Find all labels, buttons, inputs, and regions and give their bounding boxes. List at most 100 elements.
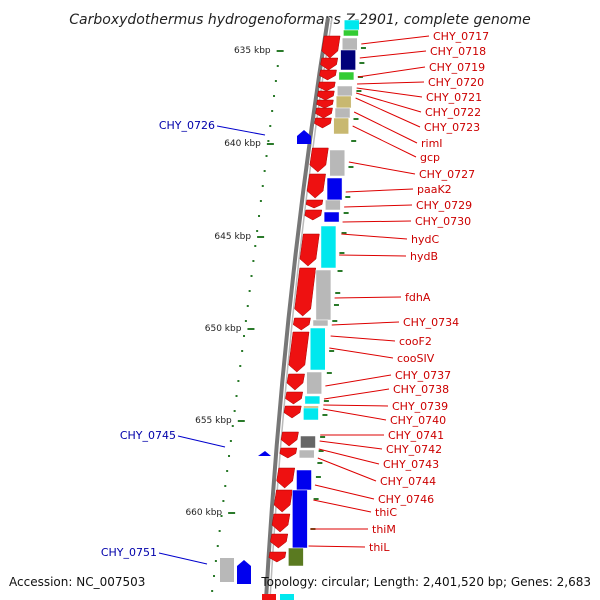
gene-label[interactable]: CHY_0742 xyxy=(386,443,442,456)
cds-arrow[interactable] xyxy=(270,533,289,549)
gene-label[interactable]: CHY_0721 xyxy=(426,91,482,104)
gene-label[interactable]: CHY_0741 xyxy=(388,429,444,442)
gene-label[interactable]: CHY_0720 xyxy=(428,76,484,89)
feature-block[interactable] xyxy=(306,371,322,395)
feature-block[interactable] xyxy=(329,149,346,177)
scale-dot xyxy=(243,335,246,337)
feature-block[interactable] xyxy=(337,85,353,97)
feature-block[interactable] xyxy=(344,19,360,31)
cds-arrow[interactable] xyxy=(292,317,311,331)
feature-block[interactable] xyxy=(333,117,349,135)
gene-label[interactable]: CHY_0729 xyxy=(416,199,472,212)
cds-arrow[interactable] xyxy=(294,267,317,317)
gene-label[interactable]: CHY_0737 xyxy=(395,369,451,382)
feature-block[interactable] xyxy=(309,327,326,371)
cds-arrow[interactable] xyxy=(317,90,335,101)
cds-arrow[interactable] xyxy=(320,57,339,71)
cds-arrow[interactable] xyxy=(299,233,320,267)
gene-label[interactable]: CHY_0727 xyxy=(419,168,475,181)
feature-block[interactable] xyxy=(288,547,304,567)
left-cds-arrow[interactable] xyxy=(258,451,271,456)
gene-label[interactable]: fdhA xyxy=(405,291,431,304)
gene-label[interactable]: CHY_0726 xyxy=(159,119,215,132)
gene-leader-line xyxy=(339,254,407,257)
left-cds-arrow[interactable] xyxy=(297,130,311,144)
gene-label[interactable]: CHY_0739 xyxy=(392,400,448,413)
feature-block[interactable] xyxy=(326,177,343,201)
gene-leader-line xyxy=(334,296,402,299)
gene-label[interactable]: CHY_0738 xyxy=(393,383,449,396)
cds-arrow[interactable] xyxy=(305,199,324,209)
gene-label[interactable]: CHY_0740 xyxy=(390,414,446,427)
feature-block[interactable] xyxy=(320,225,337,269)
cds-arrow[interactable] xyxy=(288,331,310,373)
gene-label[interactable]: CHY_0745 xyxy=(120,429,176,442)
cds-arrow[interactable] xyxy=(315,107,333,119)
gene-label[interactable]: thiL xyxy=(369,541,390,554)
gene-label[interactable]: gcp xyxy=(420,151,440,164)
gene-label[interactable]: thiM xyxy=(372,523,396,536)
feature-block[interactable] xyxy=(338,71,355,81)
gene-label[interactable]: rimI xyxy=(421,137,443,150)
gene-label[interactable]: CHY_0717 xyxy=(433,30,489,43)
gene-label[interactable]: CHY_0751 xyxy=(101,546,157,559)
left-feature-block[interactable] xyxy=(220,558,234,582)
gene-label[interactable]: hydB xyxy=(410,250,438,263)
gene-label[interactable]: hydC xyxy=(411,233,439,246)
cds-arrow[interactable] xyxy=(286,373,305,391)
cds-arrow[interactable] xyxy=(273,489,293,513)
left-cds-arrow[interactable] xyxy=(237,560,251,584)
cds-arrow[interactable] xyxy=(268,551,287,563)
cds-arrow[interactable] xyxy=(279,447,298,459)
gene-label[interactable]: CHY_0734 xyxy=(403,316,459,329)
cds-arrow[interactable] xyxy=(262,594,276,600)
gene-label[interactable]: CHY_0723 xyxy=(424,121,480,134)
feature-block[interactable] xyxy=(342,37,358,51)
cds-arrow[interactable] xyxy=(280,431,299,447)
strand-marker xyxy=(320,436,326,438)
gene-label[interactable]: CHY_0746 xyxy=(378,493,434,506)
gene-label[interactable]: CHY_0719 xyxy=(429,61,485,74)
feature-block[interactable] xyxy=(312,319,329,327)
gene-label[interactable]: CHY_0718 xyxy=(430,45,486,58)
gene-label[interactable]: CHY_0722 xyxy=(425,106,481,119)
gene-label[interactable]: cooF2 xyxy=(399,335,432,348)
feature-block[interactable] xyxy=(298,449,315,459)
feature-block[interactable] xyxy=(334,107,351,119)
reverse-strand-track xyxy=(280,19,366,600)
gene-label[interactable]: cooSIV xyxy=(397,352,435,365)
cds-arrow[interactable] xyxy=(271,513,291,533)
feature-block[interactable] xyxy=(300,435,316,449)
cds-arrow[interactable] xyxy=(306,173,326,199)
gene-label[interactable]: CHY_0744 xyxy=(380,475,436,488)
gene-label[interactable]: thiC xyxy=(375,506,397,519)
feature-block[interactable] xyxy=(340,49,356,71)
cds-arrow[interactable] xyxy=(285,391,304,405)
feature-block[interactable] xyxy=(343,29,359,37)
cds-arrow[interactable] xyxy=(314,117,332,129)
feature-block[interactable] xyxy=(304,395,321,405)
cds-arrow[interactable] xyxy=(304,209,323,221)
cds-arrow[interactable] xyxy=(276,467,296,489)
feature-block[interactable] xyxy=(296,469,312,491)
feature-block[interactable] xyxy=(323,211,340,223)
cds-arrow[interactable] xyxy=(319,69,337,81)
gene-label[interactable]: paaK2 xyxy=(417,183,452,196)
feature-block[interactable] xyxy=(292,489,308,549)
cds-arrow[interactable] xyxy=(321,35,341,59)
cds-arrow[interactable] xyxy=(309,147,329,173)
scale-dot xyxy=(259,200,262,202)
feature-block[interactable] xyxy=(303,407,319,421)
cds-arrow[interactable] xyxy=(283,405,302,419)
feature-block[interactable] xyxy=(325,199,341,211)
scale-dot xyxy=(246,305,249,307)
gene-label[interactable]: CHY_0730 xyxy=(415,215,471,228)
feature-block[interactable] xyxy=(335,95,352,109)
cds-arrow[interactable] xyxy=(318,81,336,92)
scale-dot xyxy=(214,560,217,562)
cds-arrow[interactable] xyxy=(316,99,334,109)
feature-block[interactable] xyxy=(280,594,294,600)
gene-label[interactable]: CHY_0743 xyxy=(383,458,439,471)
feature-block[interactable] xyxy=(315,269,332,321)
scale-dot xyxy=(261,185,264,187)
